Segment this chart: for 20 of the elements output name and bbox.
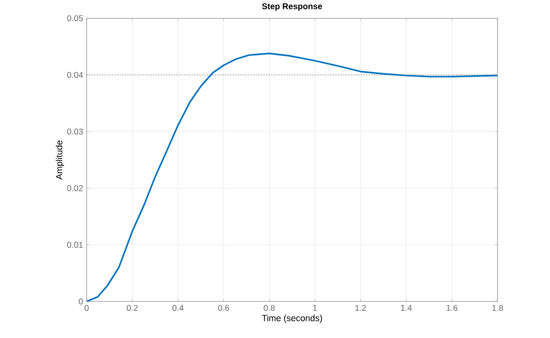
x-tick-label: 0.6 [218,304,230,311]
line-series [86,52,498,302]
x-tick-label: 0.4 [172,304,184,311]
x-axis-title: Time (seconds) [262,314,322,323]
x-tick-label: 1.4 [401,304,412,311]
x-tick-label: 0.2 [126,304,138,311]
y-tick-label: 0.01 [67,242,83,248]
x-tick-label: 1.6 [446,304,458,311]
y-axis-title: Amplitude [56,140,64,180]
y-tick-label: 0.03 [67,128,83,134]
x-tick-label: 0.8 [264,304,275,311]
chart-title: Step Response [262,3,322,11]
x-tick-label: 1.2 [355,304,366,311]
y-tick-label: 0.04 [67,72,83,78]
x-tick-label: 0 [84,304,89,311]
y-tick-label: 0.02 [67,185,83,192]
y-tick-label: 0.05 [67,15,83,22]
x-tick-label: 1.8 [492,304,503,311]
x-tick-label: 1 [313,304,317,311]
y-tick-label: 0 [78,298,83,304]
